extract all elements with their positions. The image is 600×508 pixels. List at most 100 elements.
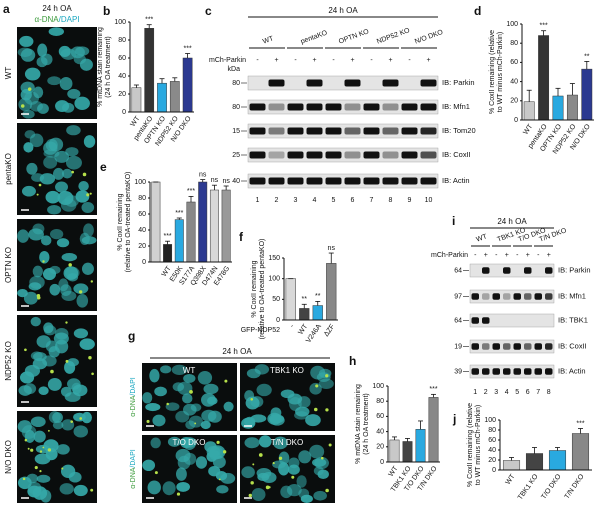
- y-tick-label: 40: [510, 78, 518, 85]
- mtdna-spot: [65, 321, 68, 324]
- nucleus: [60, 48, 77, 60]
- mtdna-spot: [30, 448, 34, 452]
- nucleus: [64, 195, 79, 207]
- x-axis-label: GFP-NDP52: [241, 327, 280, 334]
- nucleus: [160, 365, 172, 374]
- nucleus: [251, 487, 266, 502]
- nucleus: [64, 392, 81, 402]
- nucleus: [60, 284, 72, 296]
- significance: ns: [211, 177, 219, 184]
- mw-marker: 64: [454, 317, 462, 324]
- mtdna-spot: [314, 407, 318, 412]
- row-label: NDP52 KO: [4, 341, 13, 381]
- mw-marker: 39: [454, 368, 462, 375]
- mtdna-spot: [42, 260, 45, 263]
- mw-marker: 64: [454, 267, 462, 274]
- lane-header: OPTN KO: [338, 28, 371, 46]
- y-tick-label: 50: [272, 296, 280, 303]
- mtdna-spot: [166, 402, 169, 406]
- band: [344, 177, 361, 185]
- mtdna-spot: [265, 485, 270, 490]
- band: [401, 151, 418, 159]
- nucleus: [56, 238, 70, 248]
- band: [482, 343, 490, 350]
- band: [306, 79, 323, 87]
- lane-number: 4: [313, 197, 317, 204]
- y-tick-label: 0: [276, 317, 280, 324]
- mtdna-spot: [24, 438, 28, 442]
- nucleus: [67, 358, 79, 367]
- nucleus: [65, 147, 79, 157]
- nucleus: [71, 382, 82, 395]
- panel-label: e: [100, 160, 107, 174]
- significance: **: [302, 296, 308, 303]
- blot-strip: [469, 313, 555, 328]
- band: [325, 127, 342, 135]
- nucleus: [40, 235, 52, 246]
- band: [420, 79, 437, 87]
- y-tick-label: 80: [376, 398, 384, 405]
- nucleus: [142, 459, 156, 471]
- bar: [174, 219, 184, 263]
- band: [513, 343, 521, 350]
- band: [249, 127, 266, 135]
- y-axis-label: % CoxII remaining (relative: [467, 403, 474, 487]
- parkin-label: mCh-Parkin: [431, 252, 468, 259]
- y-tick-label: 20: [510, 98, 518, 105]
- sign: -: [332, 57, 335, 64]
- nucleus: [54, 150, 70, 163]
- mtdna-spot: [258, 453, 263, 457]
- nucleus: [200, 420, 211, 430]
- nucleus: [56, 444, 70, 455]
- nucleus: [195, 456, 208, 469]
- nucleus: [296, 475, 307, 488]
- stain-part: α-DNA: [34, 15, 59, 24]
- sign: +: [484, 252, 488, 259]
- panel-title: 24 h OA: [497, 217, 527, 226]
- band: [534, 368, 542, 375]
- band: [420, 151, 437, 159]
- mtdna-spot: [36, 193, 39, 196]
- mtdna-spot: [24, 348, 27, 352]
- band: [482, 368, 490, 375]
- band: [306, 103, 323, 111]
- y-tick-label: 40: [118, 73, 126, 80]
- stain-part: /DAPI: [130, 377, 137, 395]
- nucleus: [81, 262, 94, 275]
- band: [325, 151, 342, 159]
- band: [382, 177, 399, 185]
- y-tick-label: 20: [488, 457, 496, 464]
- mtdna-spot: [68, 263, 72, 267]
- lane-number: 10: [425, 197, 433, 204]
- band: [344, 79, 361, 87]
- mw-marker: 25: [232, 152, 240, 159]
- stain-part: α-DNA: [130, 467, 137, 488]
- panel-title: 24 h OA: [42, 4, 72, 13]
- mtdna-spot: [79, 417, 83, 420]
- band: [268, 79, 285, 87]
- row-label: N/O DKO: [4, 440, 13, 474]
- nucleus: [81, 411, 92, 424]
- nucleus: [29, 133, 44, 148]
- y-axis-label: % CoxII remaining: [251, 260, 258, 317]
- blot-strip: [469, 289, 555, 304]
- band: [482, 293, 490, 300]
- y-tick-label: 100: [506, 21, 518, 28]
- nucleus: [215, 470, 228, 481]
- nucleus: [73, 283, 89, 294]
- significance: ***: [184, 45, 192, 52]
- nucleus: [17, 47, 33, 58]
- y-tick-label: 100: [114, 19, 126, 26]
- stain-part: /DAPI: [130, 449, 137, 467]
- bar: [312, 305, 323, 321]
- x-tick-label: ΔZF: [323, 323, 336, 338]
- panel-label: h: [349, 354, 356, 368]
- nucleus: [19, 371, 35, 384]
- nucleus: [33, 351, 47, 362]
- nucleus: [59, 483, 74, 495]
- nucleus: [175, 410, 190, 423]
- y-tick-label: 0: [142, 259, 146, 266]
- nucleus: [52, 420, 64, 430]
- lane-header: pentaKO: [300, 29, 329, 45]
- y-tick-label: 0: [122, 109, 126, 116]
